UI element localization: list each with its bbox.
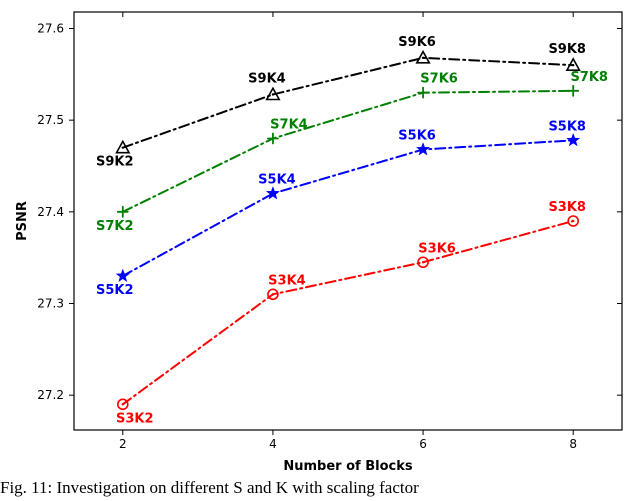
y-axis-label: PSNR: [15, 201, 30, 241]
x-axis-label: Number of Blocks: [283, 459, 413, 474]
y-tick-label: 27.4: [37, 205, 64, 219]
marker-dot: [122, 403, 124, 405]
x-tick-label: 6: [419, 437, 427, 451]
point-label: S5K4: [258, 173, 296, 188]
marker-dot: [272, 293, 274, 295]
figure-caption: Fig. 11: Investigation on different S an…: [0, 478, 640, 498]
point-label: S5K6: [398, 129, 436, 144]
point-label: S9K8: [548, 42, 586, 57]
chart-bg: [0, 0, 640, 478]
y-tick-label: 27.2: [37, 388, 64, 402]
point-label: S3K8: [548, 200, 586, 215]
y-tick-label: 27.6: [37, 22, 64, 36]
marker-dot: [422, 57, 424, 59]
point-label: S3K2: [116, 411, 154, 426]
point-label: S3K6: [418, 241, 456, 256]
point-label: S9K2: [96, 155, 134, 170]
point-label: S9K6: [398, 35, 436, 50]
marker-dot: [272, 93, 274, 95]
marker-dot: [422, 261, 424, 263]
x-tick-label: 4: [269, 437, 277, 451]
point-label: S7K4: [270, 118, 308, 133]
marker-dot: [572, 64, 574, 66]
point-label: S7K8: [570, 70, 608, 85]
point-label: S3K4: [268, 273, 306, 288]
point-label: S7K6: [420, 72, 458, 87]
point-label: S5K2: [96, 283, 134, 298]
point-label: S7K2: [96, 219, 134, 234]
point-label: S5K8: [548, 119, 586, 134]
x-tick-label: 2: [119, 437, 127, 451]
point-label: S9K4: [248, 72, 286, 87]
x-tick-label: 8: [569, 437, 577, 451]
marker-dot: [122, 146, 124, 148]
marker-dot: [572, 220, 574, 222]
y-tick-label: 27.5: [37, 113, 64, 127]
y-tick-label: 27.3: [37, 297, 64, 311]
